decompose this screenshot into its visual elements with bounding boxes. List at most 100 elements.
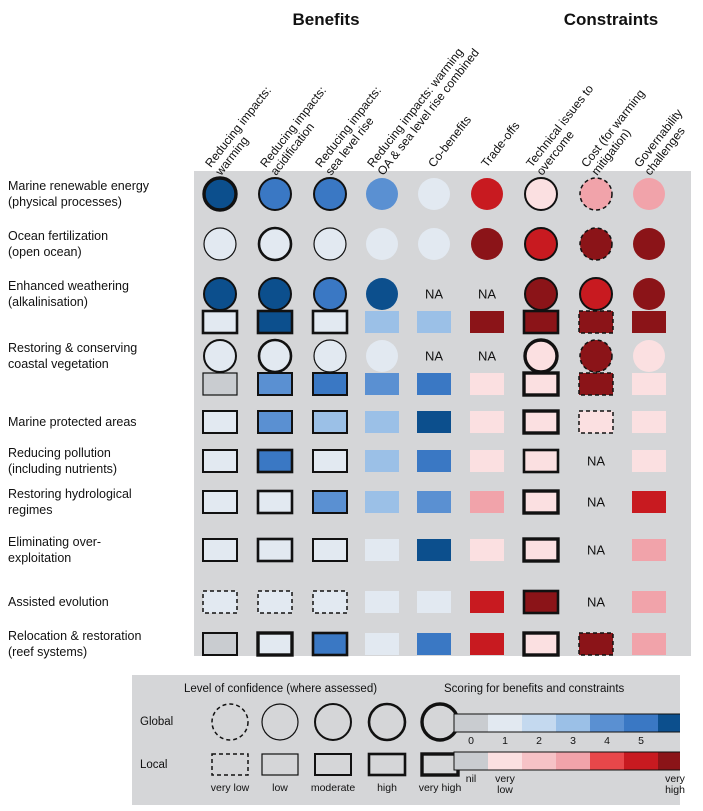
global-score-circle: [203, 227, 237, 261]
red-scale-swatch: [658, 752, 680, 770]
global-score-circle: [203, 277, 237, 311]
scale-number: 0: [468, 735, 474, 747]
local-score-rect: [417, 373, 451, 395]
confidence-circle: [261, 703, 299, 741]
global-score-circle: [313, 227, 347, 261]
red-scale-swatch: [454, 752, 488, 770]
confidence-rect: [314, 753, 352, 776]
local-score-rect: [470, 450, 504, 472]
local-score-rect: [202, 538, 238, 562]
scoring-legend-title: Scoring for benefits and constraints: [444, 683, 625, 695]
local-score-rect: [632, 450, 666, 472]
global-label: Global: [140, 716, 174, 728]
local-score-rect: [470, 311, 504, 333]
local-score-rect: [522, 631, 560, 657]
scale-number: 4: [604, 735, 610, 747]
global-score-circle: [366, 228, 398, 260]
local-score-rect: [365, 539, 399, 561]
local-score-rect: [365, 411, 399, 433]
global-score-circle: [313, 277, 347, 311]
local-score-rect: [257, 372, 293, 396]
local-score-rect: [365, 311, 399, 333]
global-score-circle: [633, 228, 665, 260]
local-score-rect: [202, 632, 238, 656]
local-score-rect: [417, 311, 451, 333]
row-label: Marine protected areas: [8, 415, 137, 429]
local-score-rect: [522, 309, 560, 335]
na-label: NA: [586, 453, 606, 469]
local-score-rect: [257, 410, 293, 434]
blue-scale-swatch: [556, 714, 590, 732]
local-score-rect: [417, 491, 451, 513]
na-label: NA: [477, 286, 497, 302]
local-score-rect: [311, 631, 349, 657]
benefits-heading: Benefits: [292, 10, 360, 29]
local-score-rect: [470, 491, 504, 513]
local-score-rect: [365, 450, 399, 472]
na-label: NA: [477, 348, 497, 364]
local-score-rect: [202, 410, 238, 434]
global-score-circle: [579, 339, 613, 373]
blue-scale-swatch: [590, 714, 624, 732]
local-score-rect: [256, 309, 294, 335]
local-score-rect: [417, 411, 451, 433]
local-score-rect: [470, 539, 504, 561]
local-score-rect: [522, 409, 560, 435]
confidence-level-label: very high: [418, 782, 462, 794]
row-label: Assisted evolution: [8, 595, 109, 609]
blue-scale-outline: [453, 713, 680, 733]
confidence-level-label: high: [377, 782, 397, 794]
na-label: NA: [586, 542, 606, 558]
global-score-circle: [366, 178, 398, 210]
local-score-rect: [365, 591, 399, 613]
local-score-rect: [632, 591, 666, 613]
global-score-circle: [471, 228, 503, 260]
confidence-level-label: very low: [210, 782, 250, 794]
confidence-circle: [367, 702, 407, 742]
confidence-level-label: low: [272, 782, 288, 794]
local-score-rect: [470, 411, 504, 433]
local-score-rect: [312, 590, 348, 614]
global-score-circle: [258, 277, 292, 311]
local-score-rect: [201, 309, 239, 335]
scale-number: 2: [536, 735, 542, 747]
local-score-rect: [256, 489, 294, 515]
local-score-rect: [202, 590, 238, 614]
red-scale-outline: [453, 751, 680, 771]
confidence-level-label: moderate: [310, 782, 356, 794]
confidence-circle: [420, 702, 460, 742]
confidence-legend-title: Level of confidence (where assessed): [184, 683, 378, 695]
row-label: Restoring hydrological regimes: [8, 487, 132, 517]
local-score-rect: [256, 537, 294, 563]
global-score-circle: [418, 178, 450, 210]
constraints-heading: Constraints: [563, 10, 659, 29]
local-score-rect: [470, 373, 504, 395]
scale-number: 5: [638, 735, 644, 747]
global-score-circle: [366, 340, 398, 372]
confidence-rect: [367, 752, 407, 777]
row-label: Enhanced weathering (alkalinisation): [8, 279, 129, 309]
global-score-circle: [471, 178, 503, 210]
global-score-circle: [633, 340, 665, 372]
local-score-rect: [256, 448, 294, 474]
global-score-circle: [633, 278, 665, 310]
global-score-circle: [524, 277, 558, 311]
legend-panel: Level of confidence (where assessed) Sco…: [132, 675, 685, 805]
row-label: Eliminating over- exploitation: [8, 535, 102, 565]
na-label: NA: [424, 348, 444, 364]
scale-number: 1: [502, 735, 508, 747]
local-score-rect: [311, 309, 349, 335]
global-score-circle: [257, 338, 293, 374]
na-label: NA: [586, 494, 606, 510]
local-score-rect: [578, 632, 614, 656]
blue-scale-swatch: [624, 714, 658, 732]
local-score-rect: [256, 631, 294, 657]
confidence-rect: [261, 753, 299, 776]
local-score-rect: [632, 539, 666, 561]
local-score-rect: [365, 633, 399, 655]
row-label: Restoring & conserving coastal vegetatio…: [8, 341, 138, 371]
local-score-rect: [578, 372, 614, 396]
row-label: Ocean fertilization (open ocean): [8, 229, 109, 259]
